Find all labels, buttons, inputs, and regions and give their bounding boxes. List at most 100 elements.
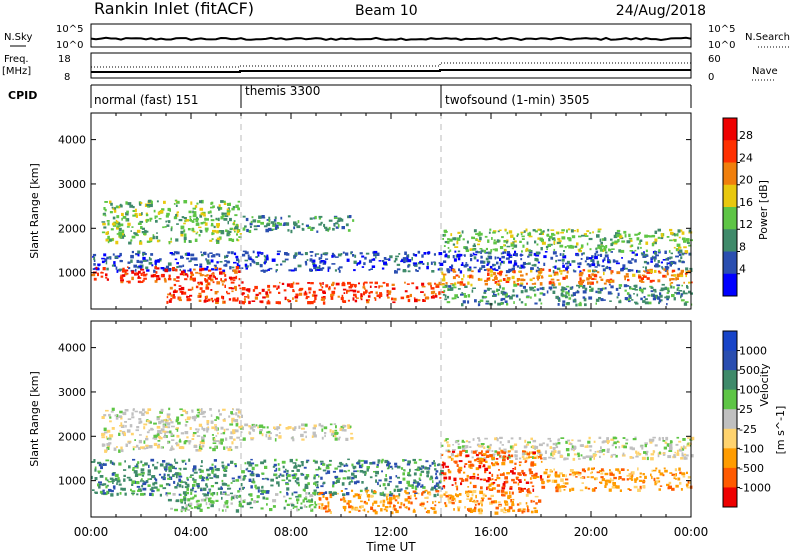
power-cell bbox=[512, 289, 515, 293]
velocity-cell bbox=[442, 462, 446, 466]
power-cell bbox=[661, 267, 664, 270]
power-cell bbox=[640, 281, 645, 283]
velocity-cell bbox=[590, 467, 595, 471]
velocity-cell bbox=[97, 483, 101, 487]
velocity-cell bbox=[325, 466, 330, 470]
power-cell bbox=[119, 223, 124, 227]
velocity-cell bbox=[463, 465, 466, 468]
velocity-cell bbox=[511, 472, 516, 475]
power-cell bbox=[487, 251, 492, 255]
power-cell bbox=[530, 270, 533, 273]
power-cell bbox=[497, 280, 500, 283]
power-cell bbox=[292, 289, 295, 292]
power-cell bbox=[492, 295, 496, 297]
power-cell bbox=[314, 253, 317, 257]
power-cell bbox=[690, 281, 693, 284]
power-cell bbox=[342, 300, 347, 303]
power-cell bbox=[232, 297, 236, 300]
velocity-cell bbox=[639, 475, 642, 478]
power-cell bbox=[152, 235, 155, 240]
power-cell bbox=[375, 256, 377, 259]
velocity-cell bbox=[201, 479, 205, 482]
velocity-cell bbox=[514, 454, 518, 458]
power-cell bbox=[542, 286, 545, 291]
power-cell bbox=[253, 228, 258, 231]
power-cell bbox=[249, 222, 253, 226]
power-cell bbox=[562, 264, 565, 268]
velocity-cell bbox=[237, 414, 240, 418]
power-cell bbox=[624, 289, 627, 292]
velocity-cell bbox=[169, 464, 174, 468]
power-cell bbox=[459, 235, 461, 238]
power-cell bbox=[584, 260, 587, 263]
power-cell bbox=[231, 287, 234, 290]
velocity-cell bbox=[228, 415, 231, 418]
power-cell bbox=[415, 269, 417, 272]
power-cell bbox=[480, 250, 482, 254]
power-cell bbox=[169, 292, 172, 295]
power-cell bbox=[413, 264, 417, 267]
velocity-cell bbox=[332, 434, 335, 438]
velocity-cell bbox=[663, 446, 667, 450]
power-cell bbox=[229, 278, 233, 281]
velocity-cell bbox=[185, 462, 187, 465]
power-cell bbox=[181, 216, 185, 219]
power-cell bbox=[417, 250, 421, 254]
power-cell bbox=[437, 268, 441, 271]
power-cell bbox=[471, 275, 474, 279]
power-cell bbox=[100, 275, 104, 278]
velocity-colorbar-tick: -100 bbox=[739, 442, 764, 455]
velocity-cell bbox=[504, 476, 508, 480]
velocity-cell bbox=[465, 454, 470, 458]
power-cell bbox=[536, 288, 540, 291]
power-cell bbox=[346, 258, 350, 262]
velocity-cell bbox=[109, 477, 114, 480]
velocity-cell bbox=[396, 496, 400, 499]
power-cell bbox=[587, 263, 589, 266]
power-cell bbox=[625, 273, 629, 276]
power-cell bbox=[679, 229, 683, 232]
velocity-cell bbox=[152, 463, 155, 467]
power-cell bbox=[101, 260, 105, 264]
velocity-cell bbox=[346, 476, 351, 480]
noise-panel: N.Sky 10^5 10^0 10^5 10^0 N.Search bbox=[4, 23, 790, 51]
power-cell bbox=[463, 246, 467, 249]
velocity-cell bbox=[209, 408, 212, 411]
power-cell bbox=[359, 252, 363, 255]
velocity-cell bbox=[102, 492, 106, 495]
power-cell bbox=[244, 263, 248, 267]
power-cell bbox=[391, 297, 394, 301]
power-cell bbox=[676, 273, 680, 277]
power-cell bbox=[524, 303, 527, 306]
power-cell bbox=[212, 281, 215, 284]
power-cell bbox=[520, 278, 524, 282]
power-cell bbox=[364, 256, 367, 260]
velocity-cell bbox=[235, 479, 240, 482]
power-cell bbox=[548, 268, 551, 272]
power-cell bbox=[305, 224, 309, 227]
power-cell bbox=[173, 251, 178, 254]
velocity-cell bbox=[483, 478, 486, 481]
velocity-cell bbox=[511, 445, 515, 448]
power-cell bbox=[260, 221, 264, 225]
velocity-cell bbox=[322, 469, 327, 472]
velocity-cell bbox=[165, 463, 169, 466]
power-cell bbox=[435, 293, 437, 297]
power-cell bbox=[556, 279, 560, 281]
power-cell bbox=[201, 290, 206, 293]
velocity-cell bbox=[531, 485, 535, 488]
power-cell bbox=[146, 204, 151, 207]
velocity-cell bbox=[370, 506, 374, 510]
velocity-cell bbox=[521, 469, 524, 474]
power-cell bbox=[586, 256, 589, 260]
velocity-cell bbox=[262, 490, 266, 494]
power-cell bbox=[678, 236, 681, 239]
velocity-cell bbox=[455, 485, 459, 488]
velocity-cell bbox=[389, 503, 391, 507]
power-cell bbox=[451, 264, 454, 268]
power-cell bbox=[228, 287, 233, 290]
power-cell bbox=[205, 218, 209, 221]
power-cell bbox=[674, 261, 677, 265]
power-cell bbox=[338, 269, 341, 273]
power-cell bbox=[395, 255, 399, 258]
